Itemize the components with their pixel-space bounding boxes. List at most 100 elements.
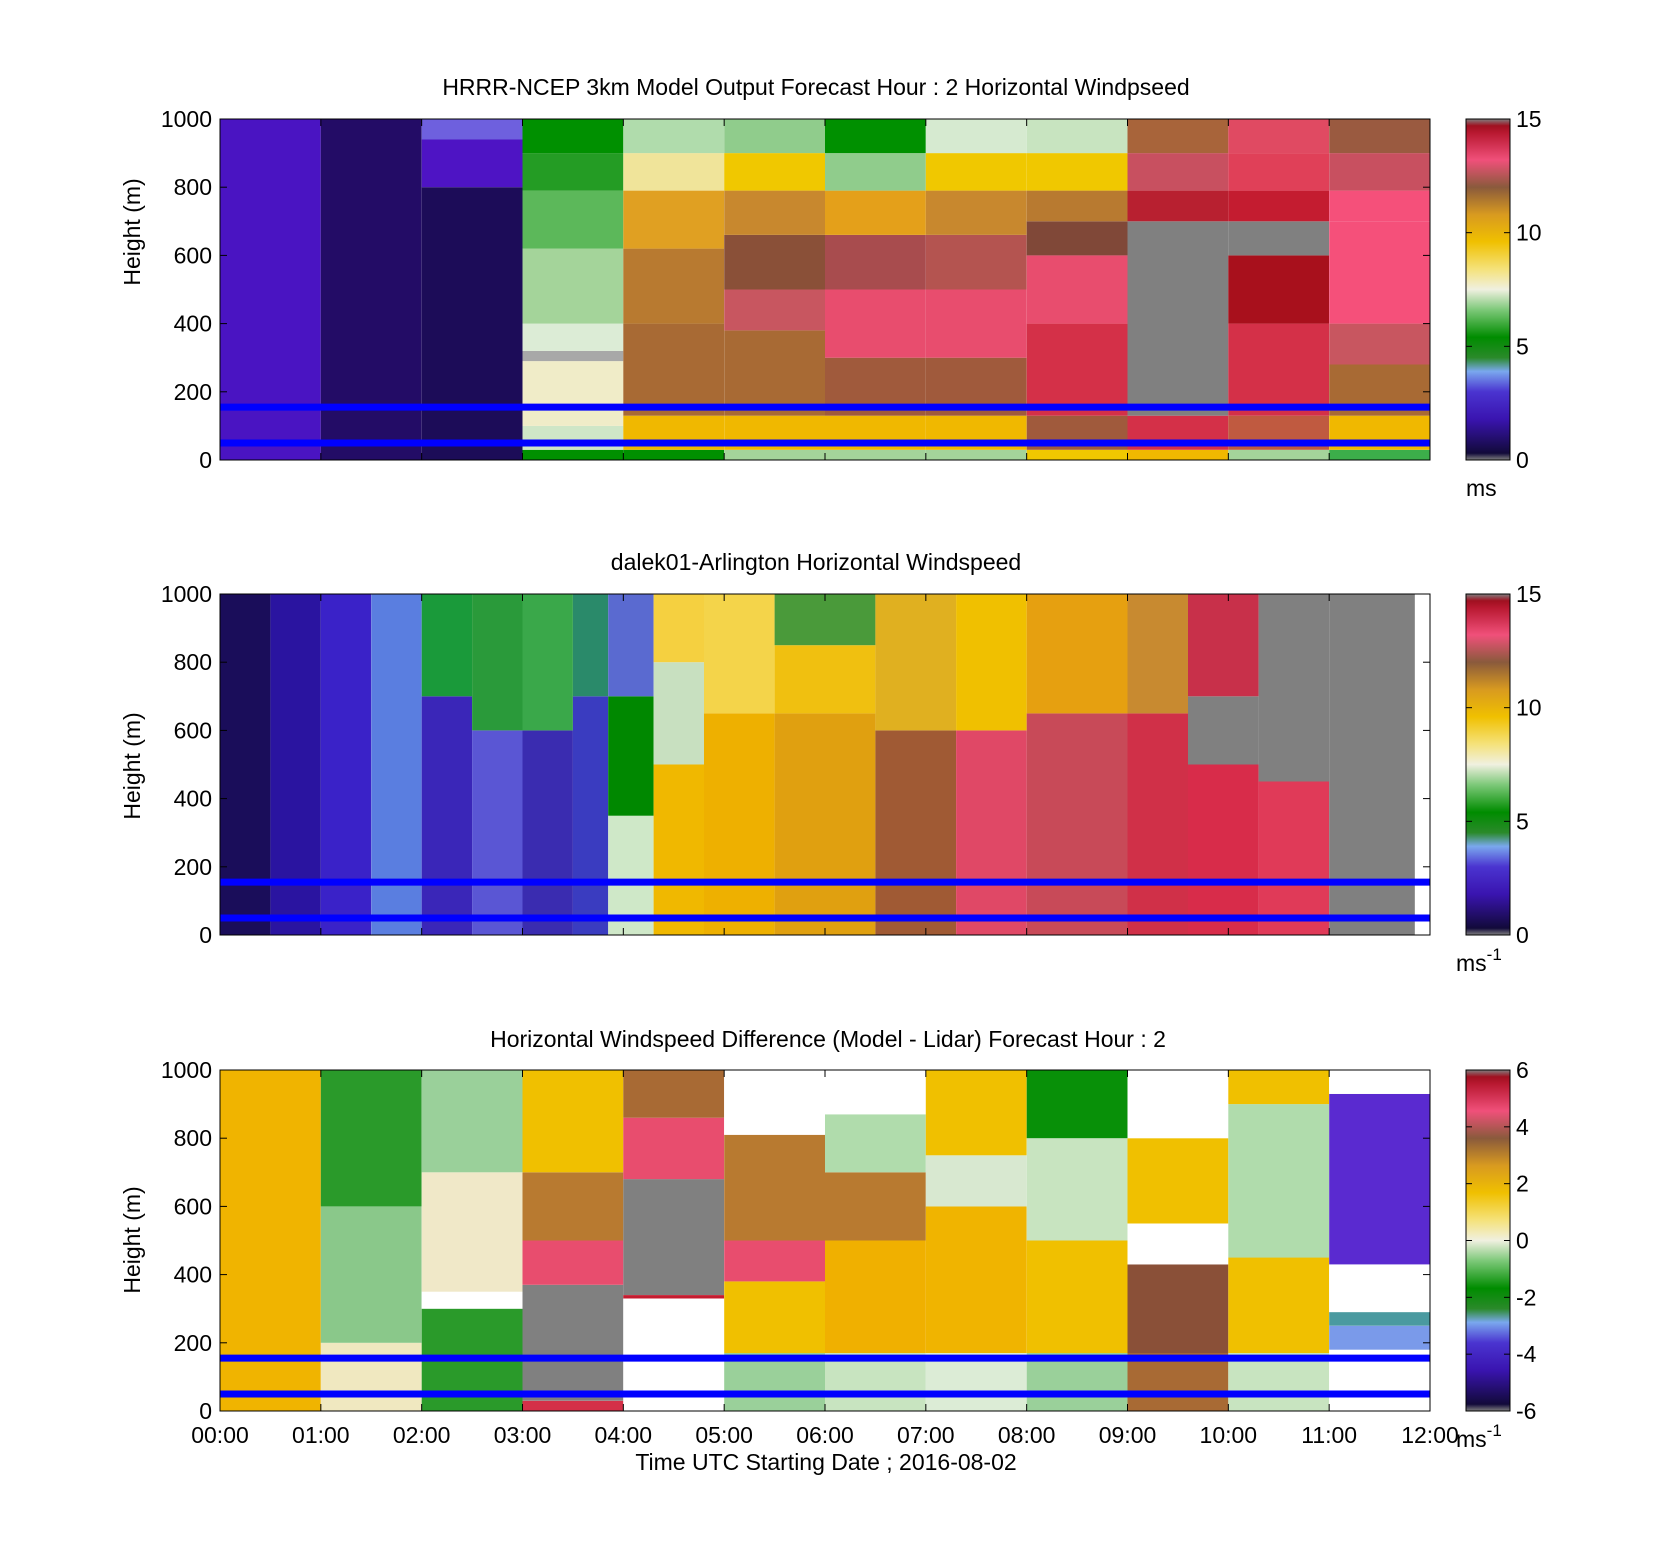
figure-xlabel: Time UTC Starting Date ; 2016-08-02	[635, 1449, 1016, 1475]
panel-1-colorbar: 0 5 10 15 ms-1	[1456, 581, 1542, 976]
colorbar-tick-label: 10	[1516, 695, 1542, 721]
panel-0-ylabel: Height (m)	[119, 178, 145, 285]
colorbar-tick-label: 0	[1516, 447, 1529, 473]
heatmap-cell	[623, 1295, 725, 1299]
heatmap-cell	[774, 645, 876, 714]
y-tick-label: 600	[174, 242, 212, 268]
heatmap-cell	[421, 1172, 523, 1292]
x-tick-label: 10:00	[1200, 1422, 1258, 1448]
heatmap-cell	[608, 696, 654, 816]
heatmap-cell	[825, 1353, 926, 1411]
heatmap-cell	[724, 289, 825, 331]
heatmap-cell	[1228, 153, 1330, 191]
heatmap-cell	[1127, 1353, 1229, 1411]
colorbar-tick-label: 0	[1516, 1228, 1529, 1254]
panel-lidar-observation: dalek01-Arlington Horizontal Windspeed H…	[119, 549, 1542, 976]
heatmap-cell	[623, 1117, 725, 1180]
panel-model-output: HRRR-NCEP 3km Model Output Forecast Hour…	[119, 74, 1542, 501]
heatmap-cell	[1329, 1070, 1430, 1094]
heatmap-cell	[925, 449, 1027, 460]
heatmap-cell	[1026, 1138, 1128, 1241]
colorbar-tick-label: 5	[1516, 808, 1529, 834]
heatmap-cell	[1228, 221, 1330, 256]
heatmap-cell	[724, 1134, 825, 1241]
heatmap-cell	[724, 119, 825, 154]
heatmap-cell	[522, 119, 624, 154]
heatmap-cell	[1127, 1223, 1229, 1265]
heatmap-cell	[704, 713, 775, 935]
heatmap-cell	[925, 1206, 1027, 1353]
heatmap-cell	[522, 350, 624, 362]
heatmap-cell	[925, 289, 1027, 358]
heatmap-cell	[1228, 449, 1330, 460]
heatmap-cell	[825, 1070, 926, 1115]
heatmap-cell	[522, 1240, 624, 1285]
heatmap-cell	[825, 1240, 926, 1353]
heatmap-cell	[1127, 713, 1188, 935]
heatmap-cell	[825, 234, 926, 290]
panel-1-ylabel: Height (m)	[119, 712, 145, 819]
heatmap-cell	[1329, 1325, 1430, 1350]
panel-0-y-axis: 0 200 400 600 800 1000	[161, 106, 1430, 473]
y-tick-label: 1000	[161, 1057, 212, 1083]
heatmap-cell	[724, 234, 825, 290]
heatmap-cell	[1026, 255, 1128, 324]
heatmap-cell	[1329, 1264, 1430, 1313]
heatmap-cell	[1026, 221, 1128, 256]
panel-2-colorbar: -6 -4 -2 0 2 4 6 ms-1	[1456, 1057, 1537, 1452]
heatmap-cell	[623, 153, 725, 191]
heatmap-cell	[522, 190, 624, 249]
heatmap-cell	[1127, 1070, 1229, 1139]
heatmap-cell	[270, 594, 321, 935]
heatmap-cell	[320, 119, 422, 460]
colorbar-tick-label: 5	[1516, 333, 1529, 359]
colorbar-unit-exponent: -1	[1487, 1421, 1502, 1440]
heatmap-cell	[472, 594, 523, 731]
y-tick-label: 600	[174, 717, 212, 743]
heatmap-cell	[371, 594, 422, 935]
heatmap-cell	[522, 594, 573, 731]
panel-2-x-tick-labels: 00:00 01:00 02:00 03:00 04:00 05:00 06:00 07:00…	[191, 1422, 1459, 1448]
heatmap-cell	[1329, 594, 1415, 935]
heatmap-cell	[1026, 1353, 1128, 1411]
colorbar-tick-label: -6	[1516, 1398, 1536, 1424]
heatmap-cell	[925, 1155, 1027, 1207]
heatmap-cell	[220, 594, 271, 935]
heatmap-cell	[1228, 190, 1330, 222]
heatmap-cell	[623, 1298, 725, 1384]
y-tick-label: 400	[174, 311, 212, 337]
heatmap-cell	[1228, 323, 1330, 416]
heatmap-cell	[1188, 594, 1259, 697]
panel-0-colorbar: 0 5 10 15 ms	[1465, 106, 1542, 501]
y-tick-label: 0	[199, 922, 212, 948]
y-tick-label: 200	[174, 1330, 212, 1356]
panel-0-title: HRRR-NCEP 3km Model Output Forecast Hour…	[442, 74, 1189, 100]
colorbar-tick-label: 10	[1516, 220, 1542, 246]
x-tick-label: 05:00	[695, 1422, 753, 1448]
heatmap-cell	[704, 594, 775, 714]
panel-1-y-axis: 0 200 400 600 800 1000	[161, 581, 1430, 948]
heatmap-cell	[925, 190, 1027, 235]
panel-0-heatmap	[220, 119, 1430, 460]
colorbar-unit-exponent: -1	[1487, 945, 1502, 964]
y-tick-label: 200	[174, 379, 212, 405]
heatmap-cell	[1026, 713, 1128, 935]
y-tick-label: 1000	[161, 581, 212, 607]
colorbar-tick-label: -2	[1516, 1284, 1536, 1310]
y-tick-label: 600	[174, 1193, 212, 1219]
x-tick-label: 01:00	[292, 1422, 350, 1448]
x-tick-label: 08:00	[998, 1422, 1056, 1448]
heatmap-cell	[1228, 255, 1330, 324]
heatmap-cell	[522, 1070, 624, 1173]
x-tick-label: 04:00	[595, 1422, 653, 1448]
heatmap-cell	[522, 730, 573, 935]
heatmap-cell	[1228, 1257, 1330, 1353]
y-tick-label: 400	[174, 786, 212, 812]
heatmap-cell	[623, 119, 725, 154]
heatmap-cell	[925, 234, 1027, 290]
heatmap-cell	[421, 1291, 523, 1309]
heatmap-cell	[1127, 190, 1229, 222]
colorbar-unit: ms-1	[1456, 945, 1502, 976]
heatmap-cell	[320, 1206, 422, 1343]
